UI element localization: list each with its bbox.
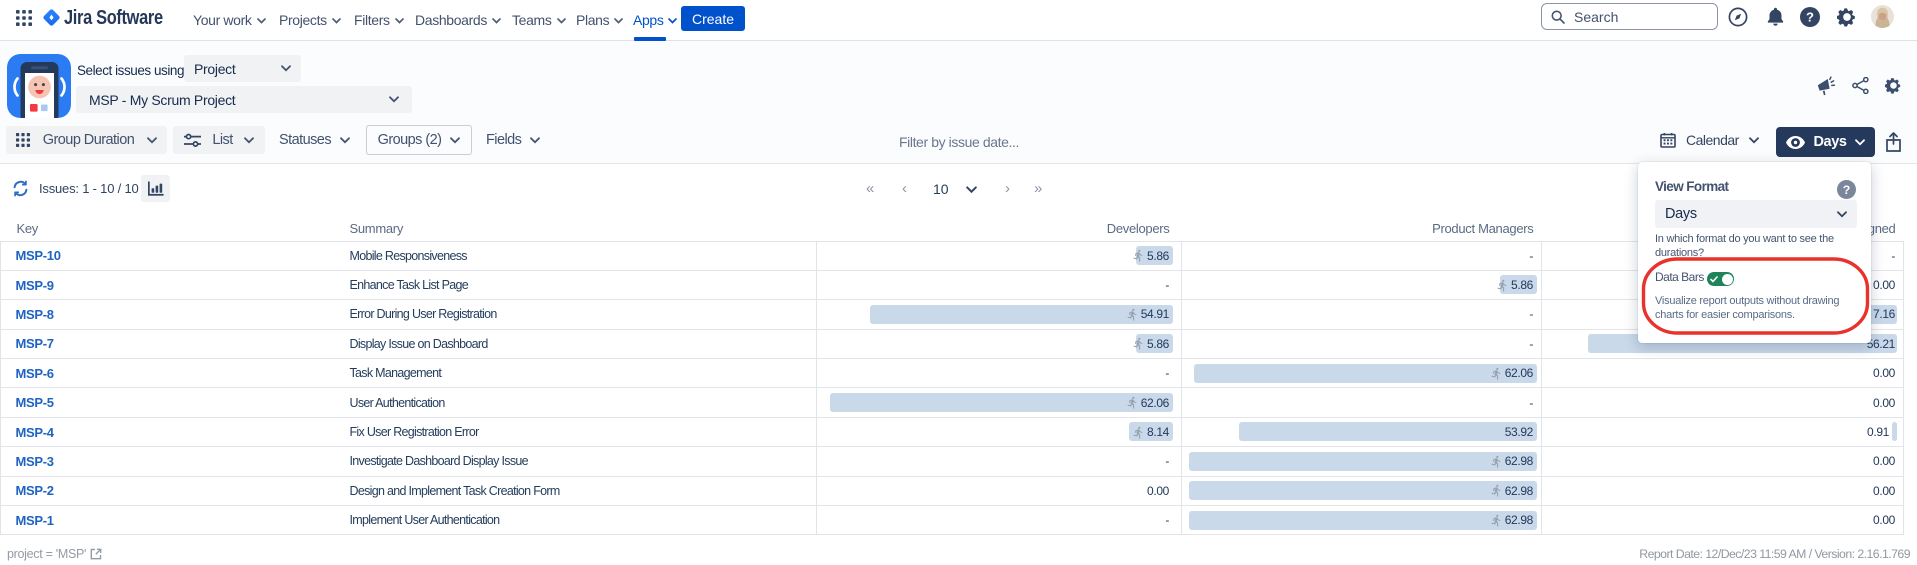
- svg-text:?: ?: [1843, 183, 1851, 197]
- svg-text:?: ?: [1806, 10, 1814, 25]
